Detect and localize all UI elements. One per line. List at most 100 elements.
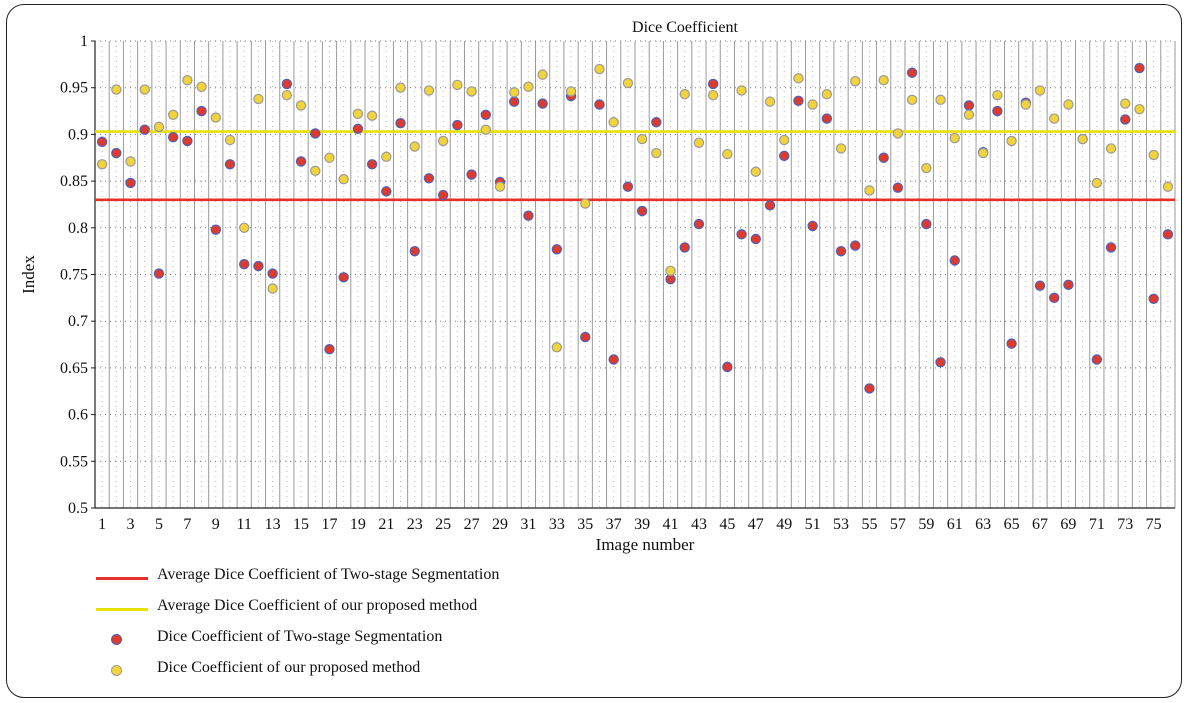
x-tick-label: 17 [321,516,337,533]
data-point [139,84,150,95]
x-tick-label: 43 [691,516,707,533]
data-point [509,87,520,98]
data-point [224,134,236,146]
data-point [295,100,307,111]
data-point [864,185,875,196]
data-point [580,198,591,209]
x-tick-label: 41 [663,516,679,533]
data-point [1063,279,1074,290]
x-tick-label: 1 [98,516,106,533]
data-point [793,73,804,84]
data-point [295,156,307,167]
chart-title: Dice Coefficient [632,19,738,36]
y-tick-label: 0.7 [68,313,88,330]
data-point [722,148,733,160]
data-point [338,272,349,283]
data-point [381,186,392,197]
y-tick-label: 0.95 [60,80,88,97]
data-point [821,89,833,100]
data-point [651,147,662,159]
y-tick-label: 0.65 [60,360,88,377]
data-point [807,99,818,110]
data-point [935,357,946,368]
x-tick-label: 23 [407,516,423,533]
legend-swatch-red-line [96,577,148,580]
data-point [1063,99,1074,110]
data-point [125,156,136,167]
x-tick-label: 11 [237,516,252,533]
data-point [835,143,847,154]
series-3-points [96,63,1174,353]
data-point [1162,181,1174,192]
x-tick-label: 75 [1146,516,1162,533]
y-tick-label: 0.9 [68,126,88,143]
legend-label: Dice Coefficient of our proposed method [157,659,421,676]
data-point [622,181,634,192]
horizontal-grid [95,40,1175,509]
data-point [892,182,904,193]
data-point [267,283,278,294]
data-point [366,110,378,121]
data-point [594,63,605,75]
data-point [779,150,790,162]
x-tick-label: 7 [183,516,191,533]
data-point [111,147,122,159]
x-tick-label: 31 [520,516,536,533]
data-point [1077,133,1088,145]
data-point [210,112,221,123]
data-point [167,109,179,120]
data-point [736,85,747,96]
x-tick-label: 61 [947,516,963,533]
data-point [636,133,648,145]
data-point [906,94,918,106]
y-tick-label: 1 [80,33,88,50]
x-tick-label: 47 [748,516,764,533]
x-tick-label: 57 [890,516,906,533]
x-axis-label: Image number [596,535,695,554]
data-point [921,218,932,230]
data-point [96,136,108,148]
data-point [935,94,946,106]
data-point [1020,99,1031,110]
data-point [537,98,548,109]
legend-label: Dice Coefficient of Two-stage Segmentati… [157,628,443,645]
data-point [906,67,918,78]
data-point [850,240,861,251]
data-point [381,151,392,163]
data-point [551,342,563,353]
x-tick-label: 15 [293,516,309,533]
x-tick-label: 55 [861,516,877,533]
data-point [437,135,449,147]
data-point [153,121,165,133]
data-point [1006,135,1017,147]
data-point [1049,113,1060,124]
data-point [608,354,619,365]
data-point [409,141,420,152]
x-tick-label: 63 [975,516,991,533]
data-point [565,86,577,97]
data-point [395,82,406,93]
data-point [1148,149,1159,161]
data-point [1006,338,1017,349]
data-point [310,128,321,139]
data-point [921,162,932,174]
data-point [1134,62,1145,74]
data-point [395,117,406,129]
data-point [707,89,719,101]
x-tick-label: 67 [1032,516,1048,533]
data-point [679,242,690,253]
data-point [693,218,705,230]
data-point [750,166,761,177]
data-point [466,169,477,180]
x-tick-label: 27 [464,516,480,533]
data-point [338,174,349,185]
x-tick-label: 73 [1117,516,1133,533]
y-tick-label: 0.55 [60,453,88,470]
data-point [878,152,889,163]
data-point [779,134,790,146]
data-point [281,78,293,90]
data-point [793,95,804,106]
data-point [480,124,491,135]
data-point [693,137,705,149]
data-point [878,75,889,86]
